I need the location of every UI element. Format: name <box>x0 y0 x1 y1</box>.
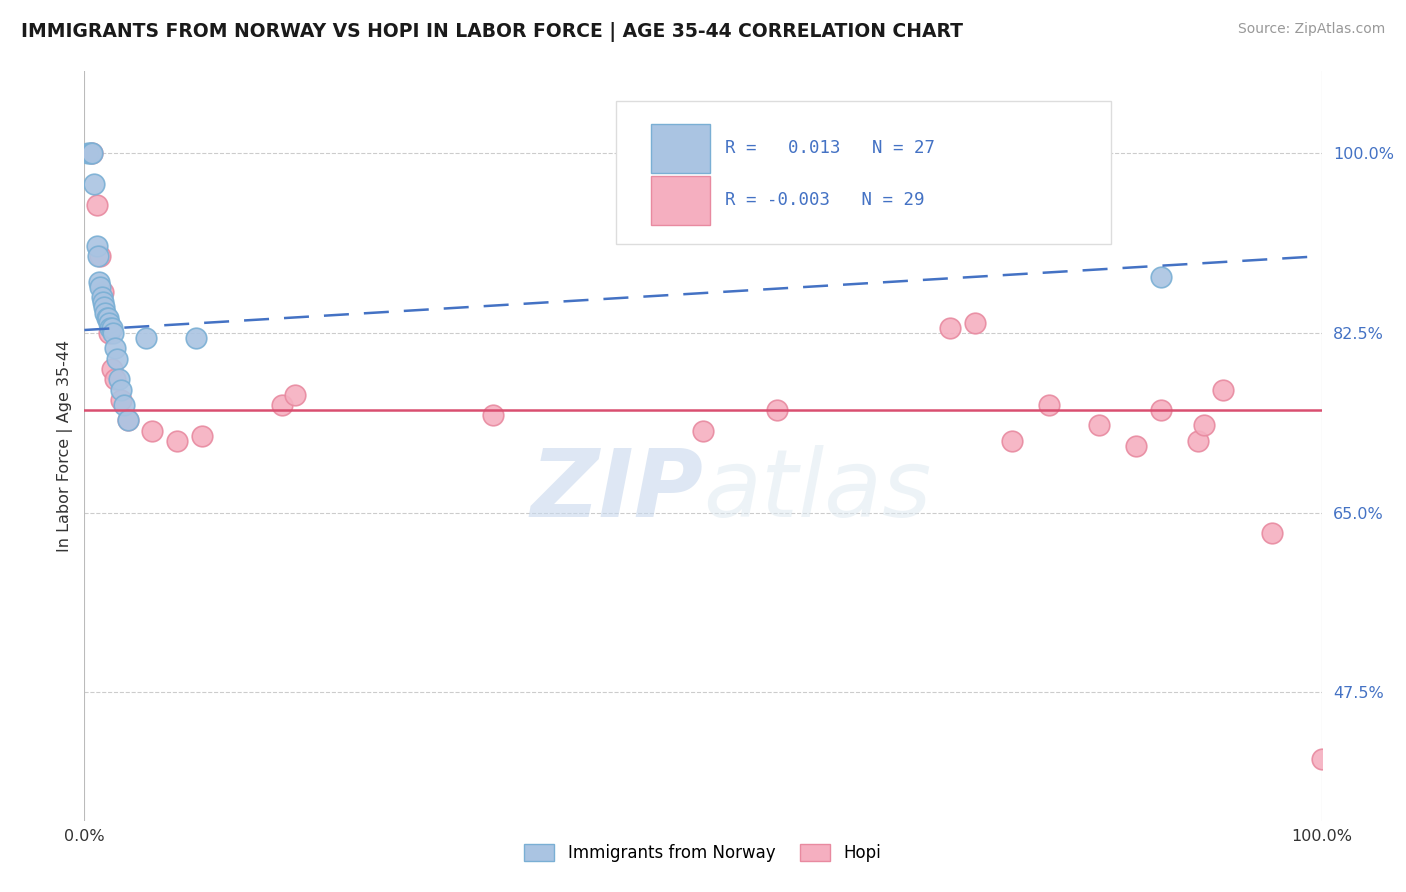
FancyBboxPatch shape <box>616 102 1111 244</box>
Point <box>80 146 103 161</box>
Point <box>284 387 307 401</box>
Point <box>166 434 188 448</box>
Point <box>98 326 121 340</box>
Text: Source: ZipAtlas.com: Source: ZipAtlas.com <box>1237 22 1385 37</box>
Point <box>83 178 105 192</box>
Point <box>110 392 132 407</box>
Point <box>184 331 207 345</box>
Point <box>1187 434 1209 448</box>
Point <box>1261 526 1284 541</box>
Point <box>80 146 103 161</box>
Point <box>271 398 294 412</box>
Text: ZIP: ZIP <box>530 445 703 537</box>
Point <box>98 316 121 330</box>
Point <box>91 285 114 299</box>
Point <box>481 408 503 422</box>
Point <box>90 290 112 304</box>
Point <box>100 362 122 376</box>
Point <box>939 321 962 335</box>
Point <box>98 321 121 335</box>
Text: atlas: atlas <box>703 445 931 536</box>
Point <box>1038 398 1060 412</box>
Point <box>86 239 108 253</box>
Point <box>965 316 987 330</box>
Legend: Immigrants from Norway, Hopi: Immigrants from Norway, Hopi <box>517 837 889 869</box>
Point <box>110 383 132 397</box>
Text: R = -0.003   N = 29: R = -0.003 N = 29 <box>725 191 925 210</box>
Point <box>94 305 117 319</box>
Point <box>86 198 108 212</box>
Point <box>191 428 214 442</box>
Text: IMMIGRANTS FROM NORWAY VS HOPI IN LABOR FORCE | AGE 35-44 CORRELATION CHART: IMMIGRANTS FROM NORWAY VS HOPI IN LABOR … <box>21 22 963 42</box>
Point <box>1192 418 1215 433</box>
Point <box>1212 383 1234 397</box>
Y-axis label: In Labor Force | Age 35-44: In Labor Force | Age 35-44 <box>58 340 73 552</box>
Text: R =   0.013   N = 27: R = 0.013 N = 27 <box>725 139 935 157</box>
Point <box>104 342 127 356</box>
Point <box>1125 439 1147 453</box>
Point <box>100 321 122 335</box>
Point <box>112 398 135 412</box>
Point <box>117 413 139 427</box>
Point <box>108 372 131 386</box>
Point <box>104 372 127 386</box>
Point <box>1310 752 1333 766</box>
Point <box>89 280 111 294</box>
Point <box>93 301 115 315</box>
Point <box>1088 418 1111 433</box>
Point <box>1150 403 1173 417</box>
Point <box>1150 269 1173 284</box>
Point <box>1001 434 1024 448</box>
Point <box>91 295 114 310</box>
Point <box>96 310 118 325</box>
Point <box>89 249 111 263</box>
Point <box>692 424 714 438</box>
Point <box>77 146 100 161</box>
Point <box>105 351 128 366</box>
Point <box>135 331 157 345</box>
Point <box>89 275 111 289</box>
Point <box>79 146 101 161</box>
Point <box>117 413 139 427</box>
Point <box>766 403 789 417</box>
Point <box>101 326 124 340</box>
Point <box>87 249 110 263</box>
Point <box>141 424 163 438</box>
Point <box>97 310 120 325</box>
FancyBboxPatch shape <box>651 124 710 172</box>
FancyBboxPatch shape <box>651 177 710 225</box>
